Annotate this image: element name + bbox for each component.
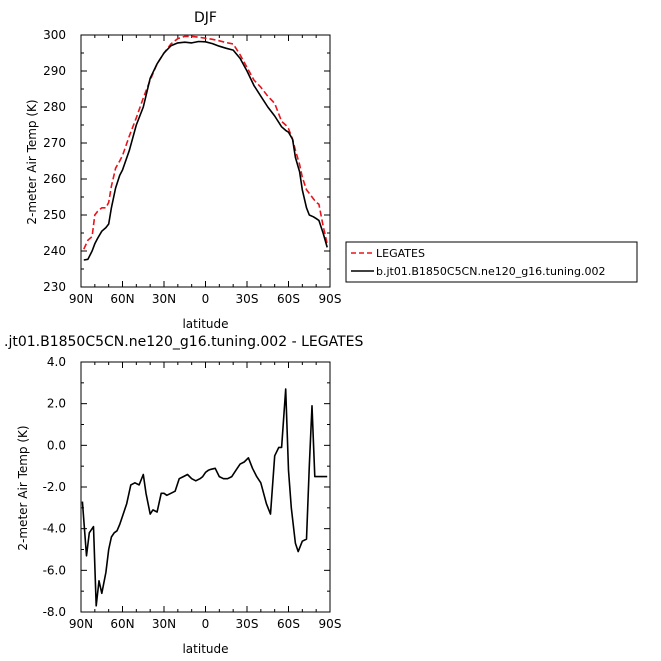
top-chart-title: DJF (194, 10, 217, 26)
top-x-tick-label: 30N (152, 292, 176, 306)
top-plot-frame (80, 34, 331, 288)
top-y-tick-label: 260 (43, 172, 66, 186)
bottom-y-tick-label: -8.0 (43, 605, 66, 619)
legend-label-model: b.jt01.B1850C5CN.ne120_g16.tuning.002 (376, 265, 605, 278)
top-x-tick-label: 60N (110, 292, 134, 306)
bottom-series-line-difference (81, 388, 328, 607)
bottom-x-tick-label: 0 (202, 617, 210, 631)
bottom-x-tick-label: 30N (152, 617, 176, 631)
top-series-line-b-jt01-b1850c5cn-ne120-g16-tuning-002 (83, 40, 328, 261)
bottom-y-tick-label: -4.0 (43, 522, 66, 536)
top-y-tick-label: 280 (43, 100, 66, 114)
top-y-tick-label: 230 (43, 280, 66, 294)
bottom-x-tick-label: 90S (319, 617, 342, 631)
top-y-tick-label: 250 (43, 208, 66, 222)
bottom-y-tick-label: 0.0 (47, 438, 66, 452)
bottom-panel: .jt01.B1850C5CN.ne120_g16.tuning.002 - L… (4, 334, 363, 656)
top-x-tick-label: 0 (202, 292, 210, 306)
bottom-y-tick-label: 4.0 (47, 355, 66, 369)
top-y-tick-label: 240 (43, 244, 66, 258)
bottom-x-tick-label: 60S (277, 617, 300, 631)
bottom-y-tick-label: 2.0 (47, 397, 66, 411)
bottom-series-group (81, 388, 328, 607)
bottom-x-tick-label: 60N (110, 617, 134, 631)
top-series-group (83, 35, 328, 261)
top-y-axis-label: 2-meter Air Temp (K) (25, 99, 39, 224)
bottom-tick-group: 90N 60N 30N 0 30S 60S 90S -8.0 -6.0 -4.0 -2.0 0.0 2.… (43, 355, 342, 631)
top-x-tick-label: 30S (236, 292, 259, 306)
bottom-chart-title: .jt01.B1850C5CN.ne120_g16.tuning.002 - L… (4, 334, 363, 350)
legend-box (345, 241, 638, 283)
bottom-y-tick-label: -2.0 (43, 480, 66, 494)
top-y-tick-label: 300 (43, 28, 66, 42)
bottom-plot-frame (80, 361, 331, 613)
legend: LEGATES b.jt01.B1850C5CN.ne120_g16.tunin… (345, 241, 638, 283)
top-tick-group: 90N 60N 30N 0 30S 60S 90S 230 240 250 260 270 280 290… (43, 28, 341, 306)
bottom-x-tick-label: 30S (236, 617, 259, 631)
bottom-y-axis-label: 2-meter Air Temp (K) (16, 425, 30, 550)
bottom-x-tick-label: 90N (69, 617, 93, 631)
top-x-tick-label: 90N (69, 292, 93, 306)
legend-label-legates: LEGATES (376, 247, 425, 260)
top-y-tick-label: 270 (43, 136, 66, 150)
top-series-line-legates (83, 35, 328, 250)
bottom-y-tick-label: -6.0 (43, 563, 66, 577)
top-x-axis-label: latitude (182, 317, 228, 331)
top-x-tick-label: 60S (277, 292, 300, 306)
top-x-tick-label: 90S (319, 292, 342, 306)
top-panel: DJF 2-meter Air Temp (K) latitude 90N 60N… (25, 10, 638, 331)
bottom-x-axis-label: latitude (182, 642, 228, 656)
top-y-tick-label: 290 (43, 64, 66, 78)
